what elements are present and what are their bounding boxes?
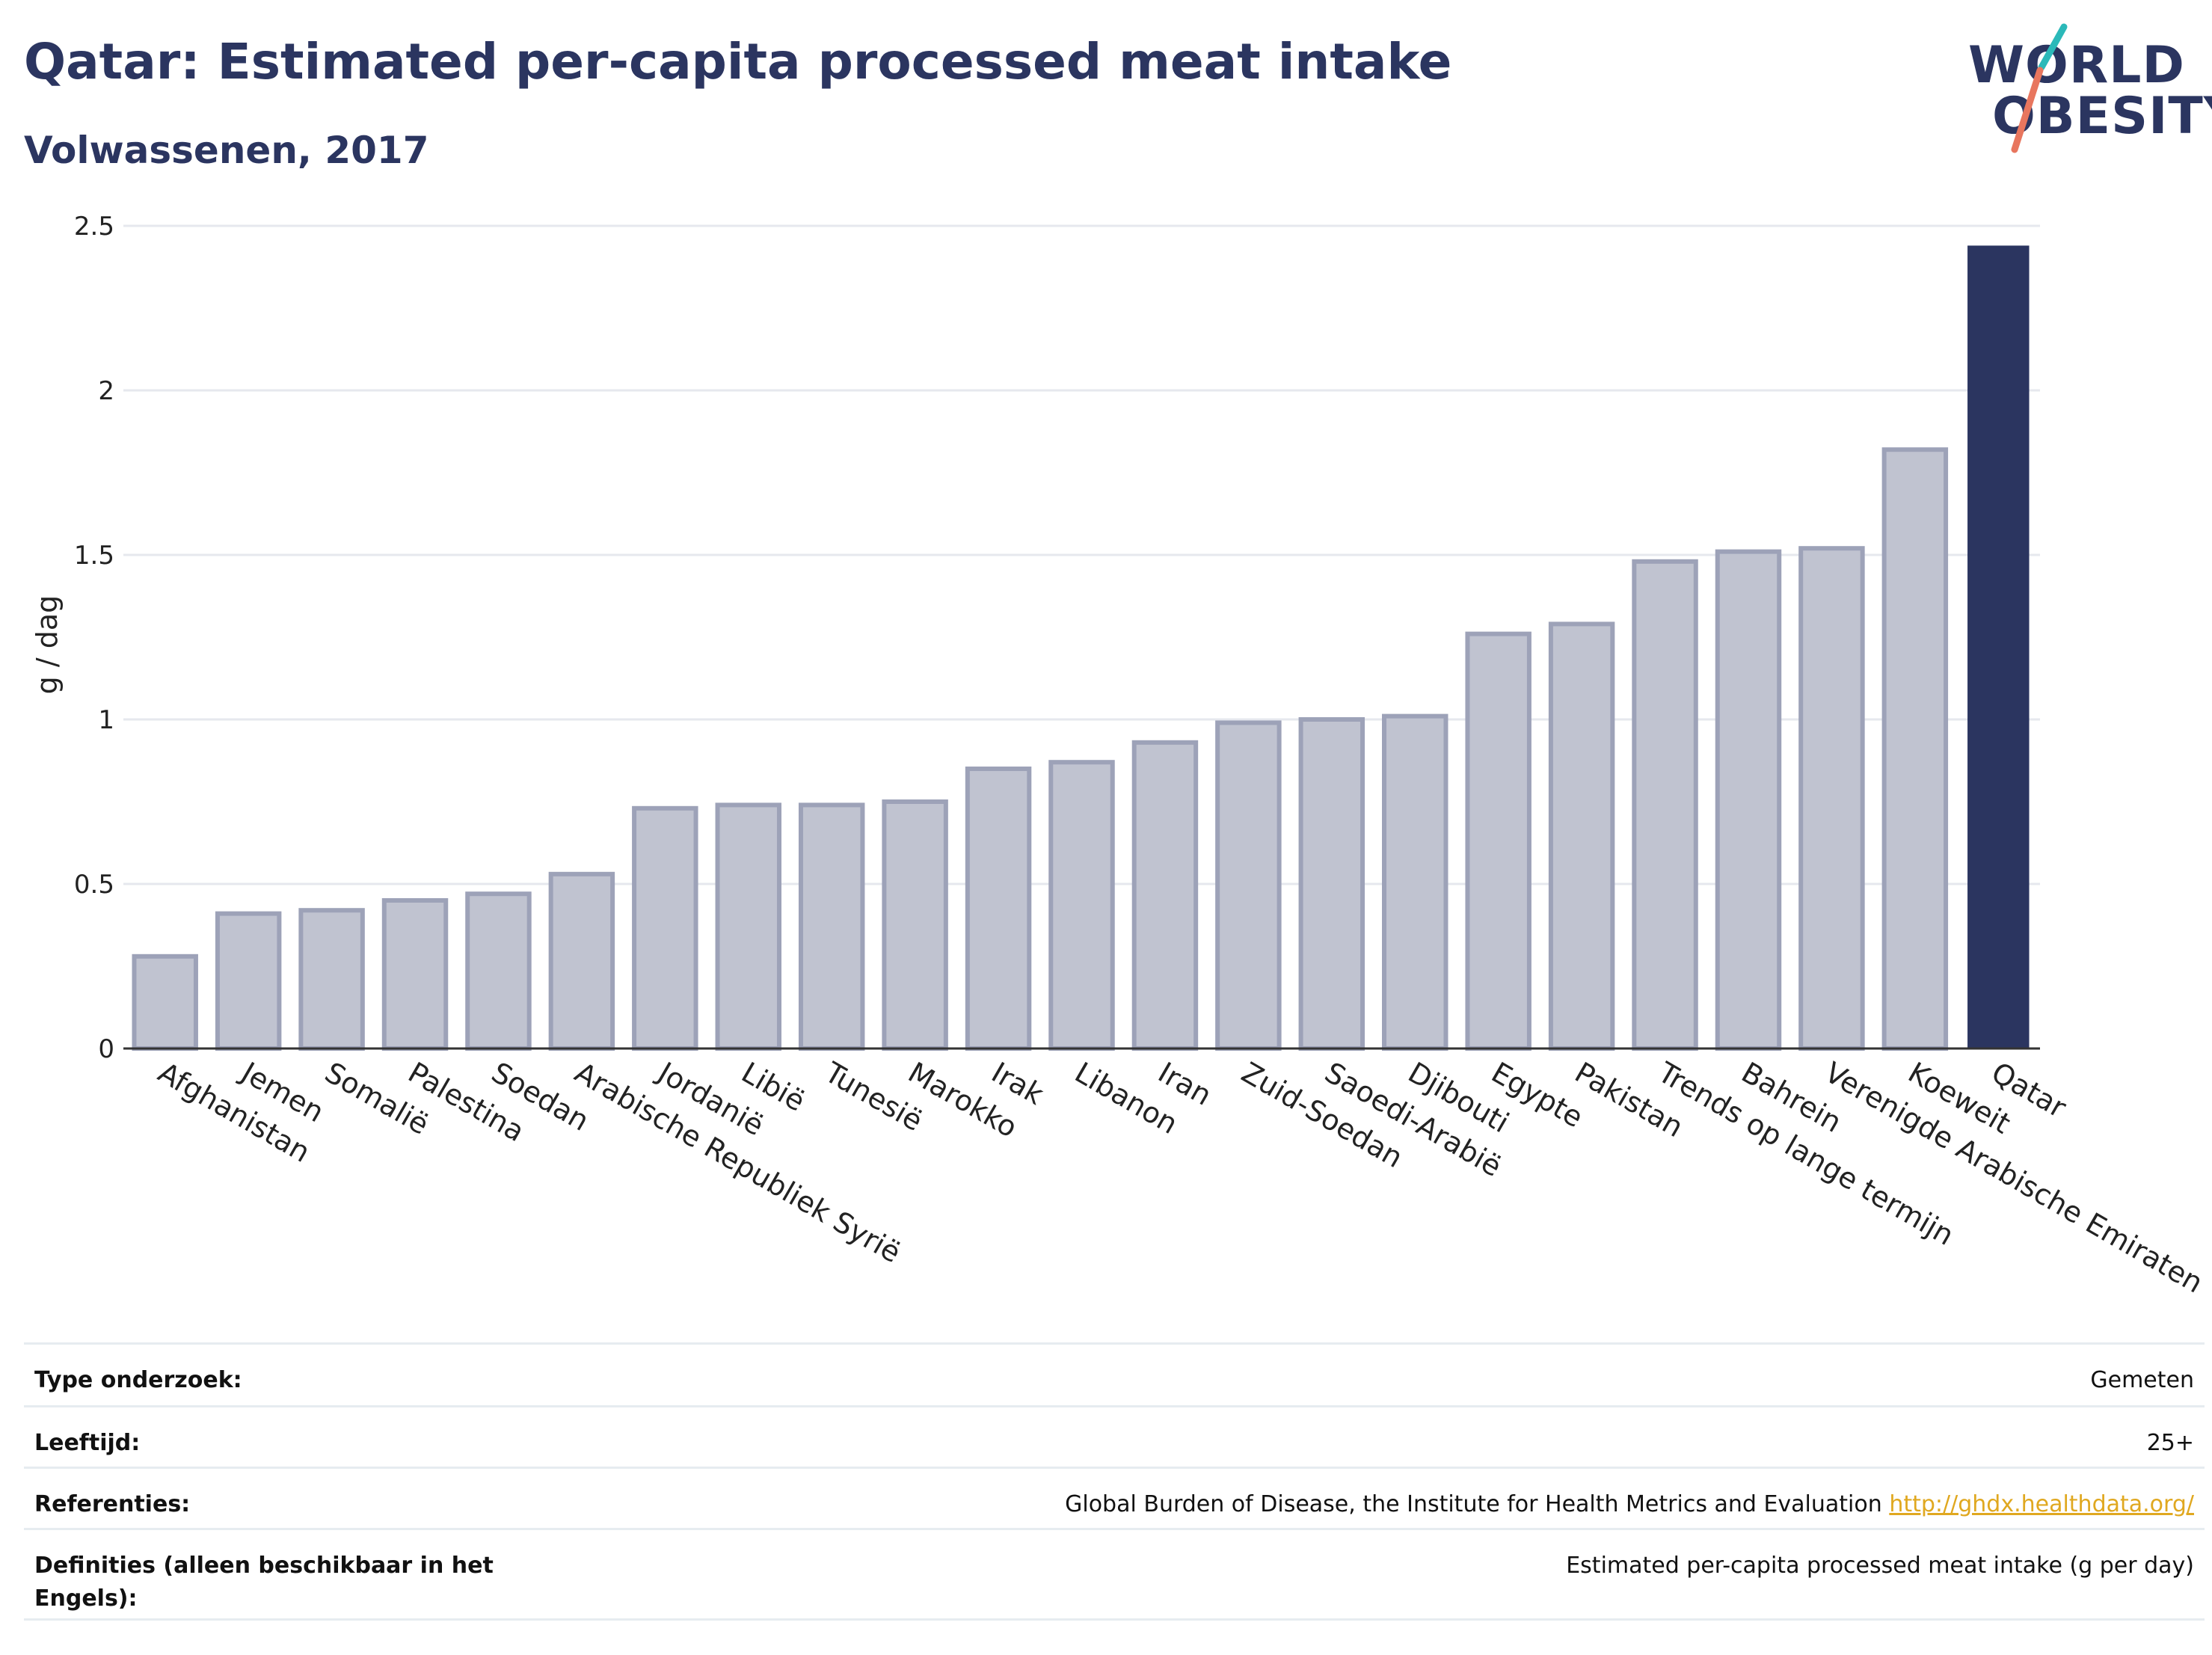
bar bbox=[1298, 717, 1365, 1051]
bar bbox=[381, 898, 449, 1051]
info-key: Definities (alleen beschikbaar in het En… bbox=[34, 1553, 494, 1612]
bar bbox=[1382, 713, 1448, 1051]
info-key: Type onderzoek: bbox=[34, 1367, 242, 1393]
bar bbox=[632, 805, 698, 1051]
bar bbox=[798, 802, 865, 1051]
bar bbox=[1881, 447, 1949, 1051]
bar bbox=[882, 799, 948, 1051]
info-key: Leeftijd: bbox=[34, 1430, 141, 1456]
world-obesity-logo[interactable]: WORLD OBESITY bbox=[1959, 21, 2212, 163]
y-tick-label: 2.5 bbox=[74, 212, 114, 242]
bar bbox=[1465, 631, 1531, 1051]
bar bbox=[1632, 559, 1698, 1051]
reference-link[interactable]: http://ghdx.healthdata.org/ bbox=[1889, 1491, 2194, 1517]
bar bbox=[1715, 549, 1782, 1051]
info-row-type: Type onderzoek: Gemeten bbox=[24, 1342, 2205, 1405]
y-tick-label: 2 bbox=[98, 376, 114, 406]
info-value: 25+ bbox=[2146, 1430, 2194, 1456]
bar bbox=[132, 954, 198, 1051]
info-row-age: Leeftijd: 25+ bbox=[24, 1405, 2205, 1467]
info-key: Referenties: bbox=[34, 1491, 191, 1517]
page-subtitle: Volwassenen, 2017 bbox=[24, 129, 429, 172]
info-value: Global Burden of Disease, the Institute … bbox=[1065, 1488, 2194, 1521]
reference-text: Global Burden of Disease, the Institute … bbox=[1065, 1491, 1882, 1517]
bar bbox=[465, 891, 532, 1051]
logo-slash-icon bbox=[2011, 23, 2068, 153]
y-tick-label: 0.5 bbox=[74, 870, 114, 900]
bar bbox=[548, 871, 615, 1051]
y-tick-label: 1.5 bbox=[74, 541, 114, 571]
bar bbox=[1967, 245, 2030, 1048]
info-row-references: Referenties: Global Burden of Disease, t… bbox=[24, 1467, 2205, 1528]
bar bbox=[1798, 546, 1865, 1051]
bar bbox=[965, 767, 1032, 1051]
y-tick-label: 0 bbox=[98, 1034, 114, 1064]
info-value: Gemeten bbox=[2090, 1367, 2194, 1393]
info-row-definitions: Definities (alleen beschikbaar in het En… bbox=[24, 1528, 2205, 1621]
bar bbox=[1131, 740, 1199, 1051]
bar bbox=[298, 908, 365, 1051]
y-tick-label: 1 bbox=[98, 705, 114, 735]
logo-text-line1: WORLD bbox=[1968, 36, 2185, 95]
bar bbox=[1215, 720, 1282, 1051]
bar bbox=[215, 911, 282, 1051]
info-value: Estimated per-capita processed meat inta… bbox=[1566, 1553, 2194, 1579]
bar bbox=[715, 802, 781, 1051]
info-table: Type onderzoek: Gemeten Leeftijd: 25+ Re… bbox=[24, 1342, 2205, 1621]
bar-chart: 00.511.522.5g / dagAfghanistanJemenSomal… bbox=[31, 212, 2208, 1300]
bar bbox=[1048, 760, 1115, 1051]
y-axis-label: g / dag bbox=[31, 595, 64, 695]
bar bbox=[1548, 621, 1615, 1051]
page-title: Qatar: Estimated per-capita processed me… bbox=[24, 33, 1452, 90]
